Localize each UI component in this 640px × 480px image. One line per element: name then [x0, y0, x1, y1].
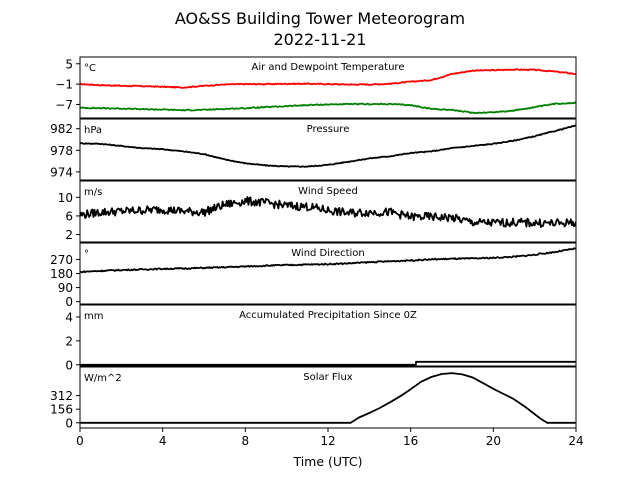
series-line-solar_flux-0: [80, 372, 576, 424]
unit-label: °C: [84, 63, 96, 74]
panel-frame: [79, 180, 577, 243]
x-tick-label: 12: [320, 434, 335, 448]
y-tick-label: 974: [50, 165, 73, 179]
chart-subtitle: 2022-11-21: [274, 30, 367, 49]
panels: °C Air and Dewpoint Temperature 5 −1 −7 hPa Pr…: [50, 56, 577, 430]
x-axis-label: Time (UTC): [292, 454, 362, 469]
y-tick-label: 180: [50, 267, 73, 281]
panel-title: Air and Dewpoint Temperature: [252, 62, 405, 73]
panel-title: Solar Flux: [303, 372, 353, 383]
y-tick-label: 0: [65, 416, 73, 430]
y-tick-label: 982: [50, 122, 73, 136]
unit-label: W/m^2: [84, 373, 122, 384]
x-tick-label: 4: [159, 434, 167, 448]
x-tick-label: 8: [242, 434, 250, 448]
y-tick-label: 4: [65, 310, 73, 324]
y-tick-label: 2: [65, 228, 73, 242]
y-tick-label: 2: [65, 334, 73, 348]
panel-frame: [79, 118, 577, 181]
panel-title: Wind Direction: [291, 248, 365, 259]
unit-label: m/s: [84, 187, 102, 198]
panel-title: Accumulated Precipitation Since 0Z: [239, 310, 417, 321]
y-tick-label: −1: [55, 78, 73, 92]
x-tick-label: 20: [486, 434, 501, 448]
panel-frame: [79, 56, 577, 119]
y-tick-label: 5: [65, 57, 73, 71]
x-axis: 0 4 8 12 16 20 24: [76, 428, 584, 448]
y-tick-label: 270: [50, 253, 73, 267]
chart-title: AO&SS Building Tower Meteorogram: [175, 9, 465, 28]
panel-title: Pressure: [307, 124, 350, 135]
panel-precipitation: mm Accumulated Precipitation Since 0Z 4 2 0: [65, 304, 577, 372]
y-tick-label: 0: [65, 358, 73, 372]
series-line-wind_speed-0: [80, 196, 576, 228]
y-tick-label: 312: [50, 389, 73, 403]
y-tick-label: 0: [65, 295, 73, 309]
x-tick-label: 24: [568, 434, 583, 448]
panel-temperature: °C Air and Dewpoint Temperature 5 −1 −7: [55, 56, 577, 119]
y-tick-label: 10: [58, 191, 73, 205]
series-line-pressure-0: [80, 124, 576, 168]
panel-frame: [79, 304, 577, 367]
unit-label: °: [84, 249, 89, 260]
series-line-temperature-0: [80, 68, 576, 89]
y-tick-label: 156: [50, 403, 73, 417]
panel-wind_speed: m/s Wind Speed 10 6 2: [58, 180, 577, 243]
unit-label: hPa: [84, 125, 102, 136]
series-line-temperature-1: [80, 101, 576, 115]
x-tick-label: 16: [403, 434, 418, 448]
panel-title: Wind Speed: [298, 186, 358, 197]
panel-pressure: hPa Pressure 982 978 974: [50, 118, 577, 181]
y-tick-label: 6: [65, 209, 73, 223]
series-line-wind_direction-0: [80, 247, 576, 274]
y-tick-label: −7: [55, 98, 73, 112]
y-tick-label: 978: [50, 144, 73, 158]
unit-label: mm: [84, 311, 103, 322]
y-tick-label: 90: [58, 281, 73, 295]
x-tick-label: 0: [76, 434, 84, 448]
series-line-precipitation-0: [80, 360, 576, 366]
